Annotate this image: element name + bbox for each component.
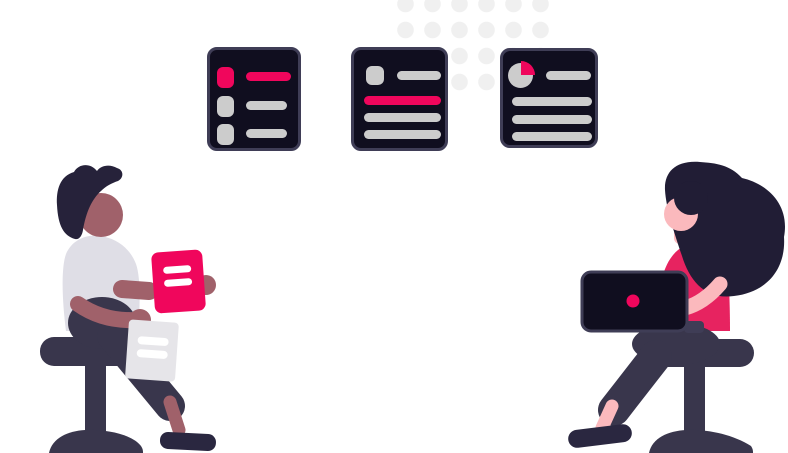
ankle: [595, 399, 619, 435]
neck: [674, 222, 690, 244]
left-person: [40, 165, 216, 453]
ankle: [163, 395, 186, 437]
text-line-bar: [397, 71, 441, 80]
laptop-lid: [580, 270, 689, 333]
bullet-square-icon: [217, 96, 234, 117]
text-line-bar: [512, 132, 592, 141]
report-card: [500, 48, 598, 148]
arm: [677, 276, 728, 316]
stool-base-mound: [49, 429, 143, 453]
text-line-bar: [364, 96, 441, 105]
text-line-bar: [246, 129, 287, 138]
head-face: [79, 193, 123, 237]
folder-line-bar: [163, 265, 192, 274]
laptop: [580, 270, 704, 333]
hair: [56, 165, 123, 240]
shoe: [568, 424, 632, 448]
text-line-bar: [246, 72, 291, 81]
upper-arm: [113, 280, 158, 300]
stool-pedestal: [684, 362, 705, 444]
checklist-card: [207, 47, 301, 151]
text-line-bar: [512, 115, 592, 124]
left-hand: [129, 309, 151, 331]
paper-line-bar: [136, 349, 168, 359]
torso-shirt: [62, 235, 140, 331]
leg-pants: [598, 340, 672, 426]
thumbnail-square-icon: [366, 66, 384, 85]
bullet-square-icon: [217, 124, 234, 145]
stool-seat: [653, 339, 754, 367]
right-hand: [196, 275, 216, 295]
forearm: [70, 296, 144, 329]
folder-line-bar: [164, 278, 193, 287]
paper-line-bar: [137, 336, 169, 346]
folder-cover: [151, 249, 206, 314]
stool-seat: [40, 337, 141, 366]
text-line-bar: [546, 71, 591, 80]
text-line-bar: [246, 101, 287, 110]
gray-paper: [125, 319, 179, 382]
article-card: [351, 47, 448, 151]
laptop-logo-dot: [626, 294, 640, 308]
pie-wedge-icon: [521, 61, 535, 75]
text-line-bar: [364, 113, 441, 122]
shoe: [159, 431, 216, 452]
torso-shirt: [655, 243, 730, 331]
hip-pants: [68, 297, 136, 349]
pink-folder: [151, 249, 206, 314]
leg-pants: [97, 321, 185, 421]
head-face: [664, 197, 698, 231]
hair-back: [664, 161, 785, 297]
text-line-bar: [364, 130, 441, 139]
stool-pedestal: [85, 360, 106, 444]
right-person: [568, 161, 785, 453]
paper-sheet: [125, 319, 179, 382]
hair-front: [674, 181, 708, 215]
laptop-hinge: [684, 321, 704, 333]
bullet-square-icon: [217, 67, 234, 88]
hip-pants: [632, 323, 720, 365]
stool-base-mound: [649, 429, 753, 453]
text-line-bar: [512, 97, 592, 106]
